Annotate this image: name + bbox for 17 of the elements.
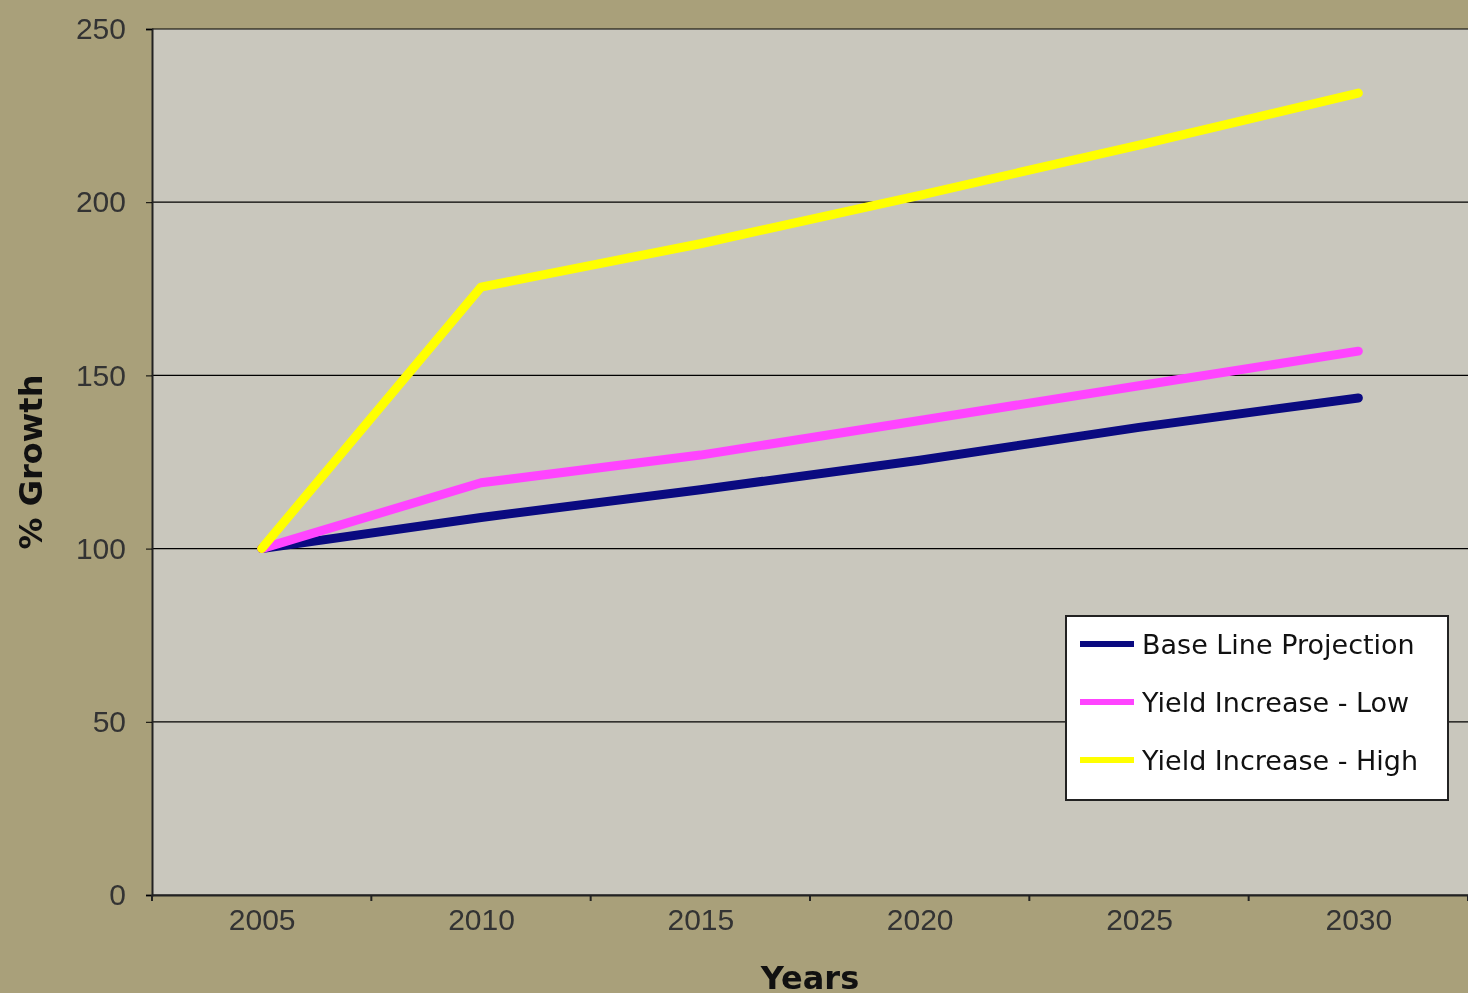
x-tick-label: 2005	[228, 903, 296, 937]
y-tick-label: 200	[75, 185, 126, 219]
y-tick-label: 50	[92, 704, 126, 738]
legend-label: Yield Increase - High	[1141, 745, 1419, 776]
legend-label: Base Line Projection	[1142, 629, 1415, 660]
x-axis-title: Years	[759, 959, 860, 993]
x-tick-label: 2030	[1325, 903, 1393, 937]
y-tick-label: 0	[109, 878, 126, 912]
legend-label: Yield Increase - Low	[1141, 687, 1410, 718]
y-tick-label: 150	[75, 358, 126, 392]
x-tick-label: 2010	[448, 903, 515, 937]
y-tick-label: 250	[75, 12, 126, 46]
y-axis-title: % Growth	[12, 374, 50, 550]
y-tick-label: 100	[75, 531, 126, 565]
x-tick-label: 2025	[1106, 903, 1173, 937]
x-tick-label: 2015	[667, 903, 735, 937]
x-tick-label: 2020	[886, 903, 954, 937]
